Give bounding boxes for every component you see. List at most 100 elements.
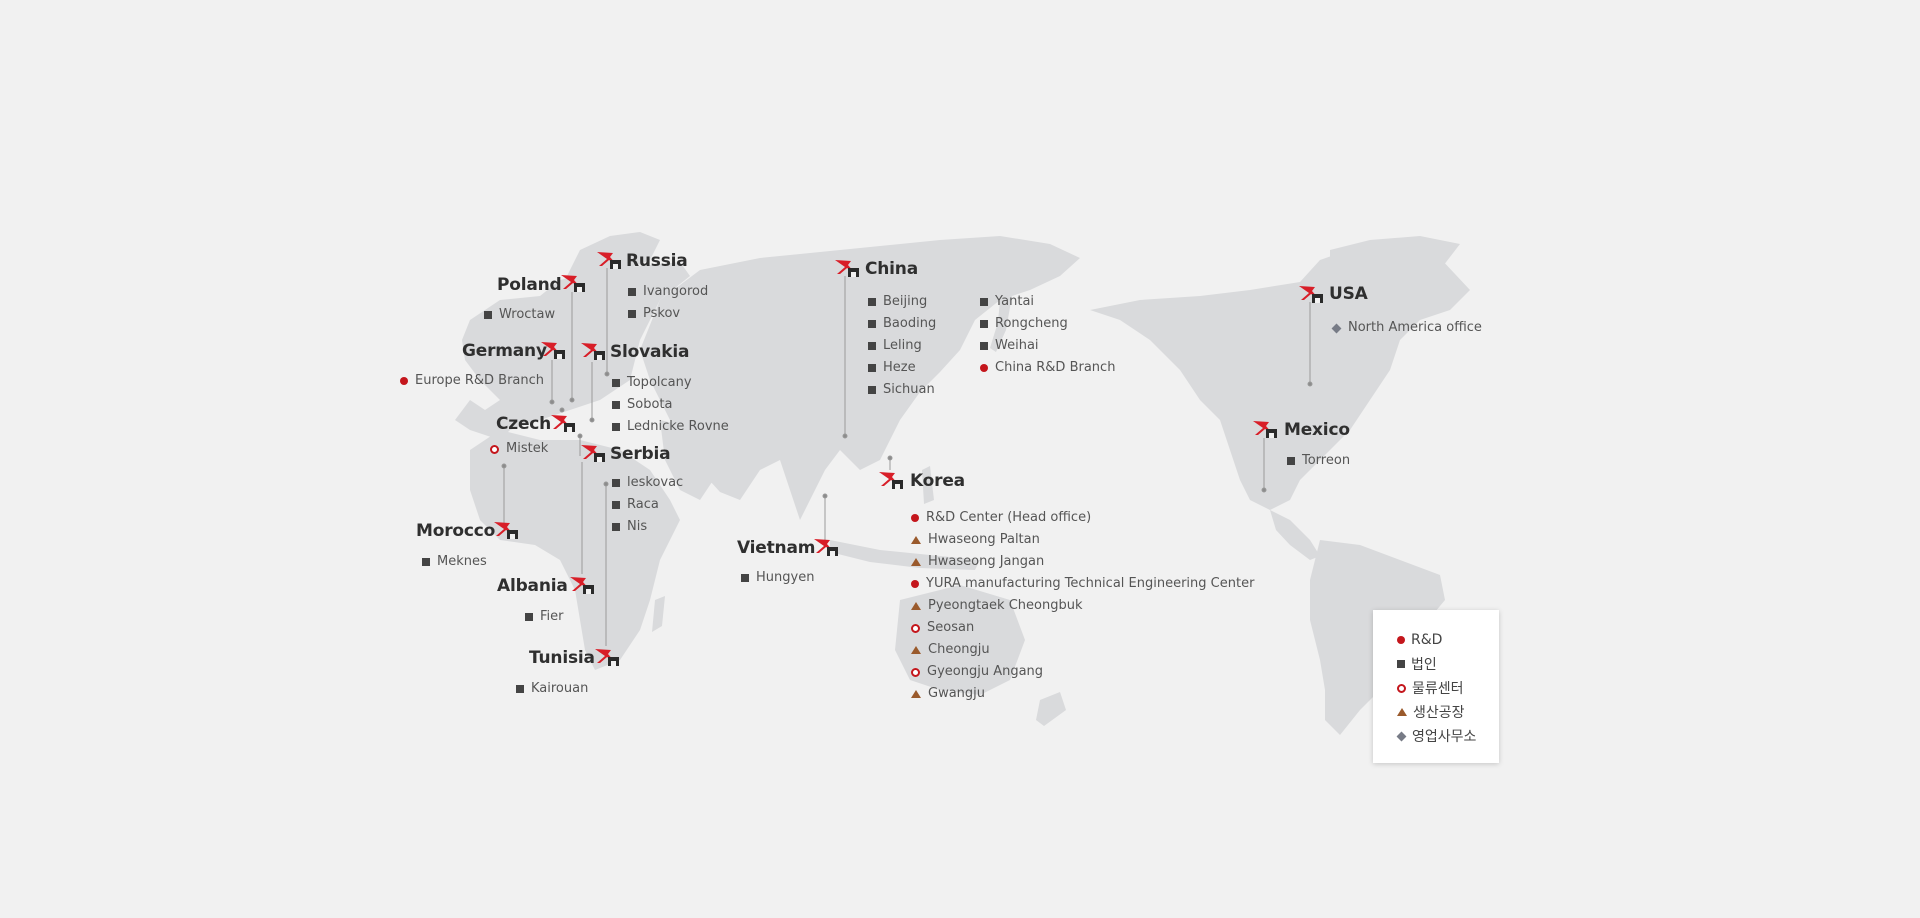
site-item: Ivangorod [628, 284, 708, 300]
site-label: Lednicke Rovne [627, 419, 729, 434]
site-label: Mistek [506, 441, 549, 456]
corporation-marker-icon [628, 288, 636, 296]
country-label-serbia: Serbia [610, 444, 671, 464]
madagascar-landmass [652, 596, 665, 632]
yura-logo-icon [551, 415, 575, 432]
site-label: Nis [627, 519, 648, 534]
corporation-marker-icon [868, 298, 876, 306]
country-label-poland: Poland [497, 275, 562, 295]
site-item: Kairouan [516, 681, 588, 697]
country-label-czech: Czech [496, 414, 552, 434]
legend-item: R&D [1397, 628, 1499, 652]
philippines-landmass [922, 466, 934, 504]
nz-landmass [1036, 692, 1066, 726]
rnd-marker-icon [400, 377, 408, 385]
central-america-landmass [1270, 510, 1320, 560]
site-item: China R&D Branch [980, 360, 1115, 376]
site-item: Wroctaw [484, 307, 555, 323]
site-item: Baoding [868, 316, 936, 332]
corporation-marker-icon [868, 342, 876, 350]
corporation-marker-icon [1287, 457, 1295, 465]
site-label: Ivangorod [643, 284, 709, 299]
logistics-marker-icon [1397, 683, 1406, 693]
yura-logo-icon [835, 260, 859, 277]
site-item: Meknes [422, 554, 487, 570]
site-label: Meknes [437, 554, 487, 569]
country-label-russia: Russia [626, 251, 688, 271]
logistics-marker-icon [911, 667, 920, 677]
legend-label: 물류센터 [1412, 681, 1464, 697]
yura-logo-icon [561, 275, 585, 292]
country-label-china: China [865, 259, 918, 279]
site-item: Pskov [628, 306, 680, 322]
corporation-marker-icon [980, 298, 988, 306]
australia-landmass [895, 585, 1025, 695]
legend-box: R&D 법인 물류센터 생산공장 영업사무소 [1373, 610, 1499, 763]
sales-office-marker-icon [1331, 323, 1342, 333]
country-label-morocco: Morocco [416, 521, 496, 541]
yura-logo-icon [814, 539, 838, 556]
sales-office-marker-icon [1396, 731, 1407, 741]
site-label: Leling [883, 338, 922, 353]
factory-marker-icon [911, 558, 921, 566]
site-item: North America office [1331, 320, 1482, 336]
corporation-marker-icon [516, 685, 524, 693]
yura-logo-icon [597, 252, 621, 269]
country-label-slovakia: Slovakia [610, 342, 690, 362]
site-item: R&D Center (Head office) [911, 510, 1091, 526]
factory-marker-icon [911, 690, 921, 698]
site-item: Hwaseong Paltan [911, 532, 1040, 548]
corporation-marker-icon [484, 311, 492, 319]
corporation-marker-icon [612, 523, 620, 531]
site-item: Lednicke Rovne [612, 419, 729, 435]
site-item: Rongcheng [980, 316, 1068, 332]
corporation-marker-icon [741, 574, 749, 582]
site-label: Gyeongju Angang [927, 664, 1044, 679]
site-item: Europe R&D Branch [400, 373, 544, 389]
site-label: Hwaseong Jangan [928, 554, 1045, 569]
site-label: Heze [883, 360, 916, 375]
corporation-marker-icon [612, 423, 620, 431]
site-item: Seosan [911, 620, 974, 636]
site-label: Cheongju [928, 642, 990, 657]
site-item: Torreon [1287, 453, 1350, 469]
corporation-marker-icon [422, 558, 430, 566]
site-label: Europe R&D Branch [415, 373, 545, 388]
factory-marker-icon [911, 536, 921, 544]
legend-item: 물류센터 [1397, 676, 1499, 700]
site-item: Weihai [980, 338, 1039, 354]
site-label: Rongcheng [995, 316, 1068, 331]
site-label: Gwangju [928, 686, 986, 701]
site-item: Fier [525, 609, 564, 625]
corporation-marker-icon [980, 342, 988, 350]
site-label: Fier [540, 609, 564, 624]
site-item: Raca [612, 497, 659, 513]
rnd-marker-icon [980, 364, 988, 372]
yura-logo-icon [1299, 286, 1323, 303]
site-label: Beijing [883, 294, 928, 309]
site-item: Nis [612, 519, 647, 535]
site-label: Yantai [995, 294, 1035, 309]
rnd-marker-icon [911, 514, 919, 522]
rnd-marker-icon [1397, 636, 1405, 644]
legend-item: 법인 [1397, 652, 1499, 676]
site-item: Sobota [612, 397, 672, 413]
yura-logo-icon [581, 445, 605, 462]
yura-logo-icon [581, 343, 605, 360]
corporation-marker-icon [612, 479, 620, 487]
site-item: Hwaseong Jangan [911, 554, 1044, 570]
site-label: Seosan [927, 620, 975, 635]
site-item: Gyeongju Angang [911, 664, 1043, 680]
site-item: Mistek [490, 441, 548, 457]
site-label: R&D Center (Head office) [926, 510, 1092, 525]
country-label-albania: Albania [497, 576, 568, 596]
britain-landmass [510, 320, 530, 360]
corporation-marker-icon [868, 364, 876, 372]
corporation-marker-icon [525, 613, 533, 621]
arabia-landmass [660, 420, 720, 500]
logistics-marker-icon [490, 444, 499, 454]
corporation-marker-icon [980, 320, 988, 328]
country-label-vietnam: Vietnam [737, 538, 816, 558]
legend-label: 영업사무소 [1412, 729, 1477, 745]
